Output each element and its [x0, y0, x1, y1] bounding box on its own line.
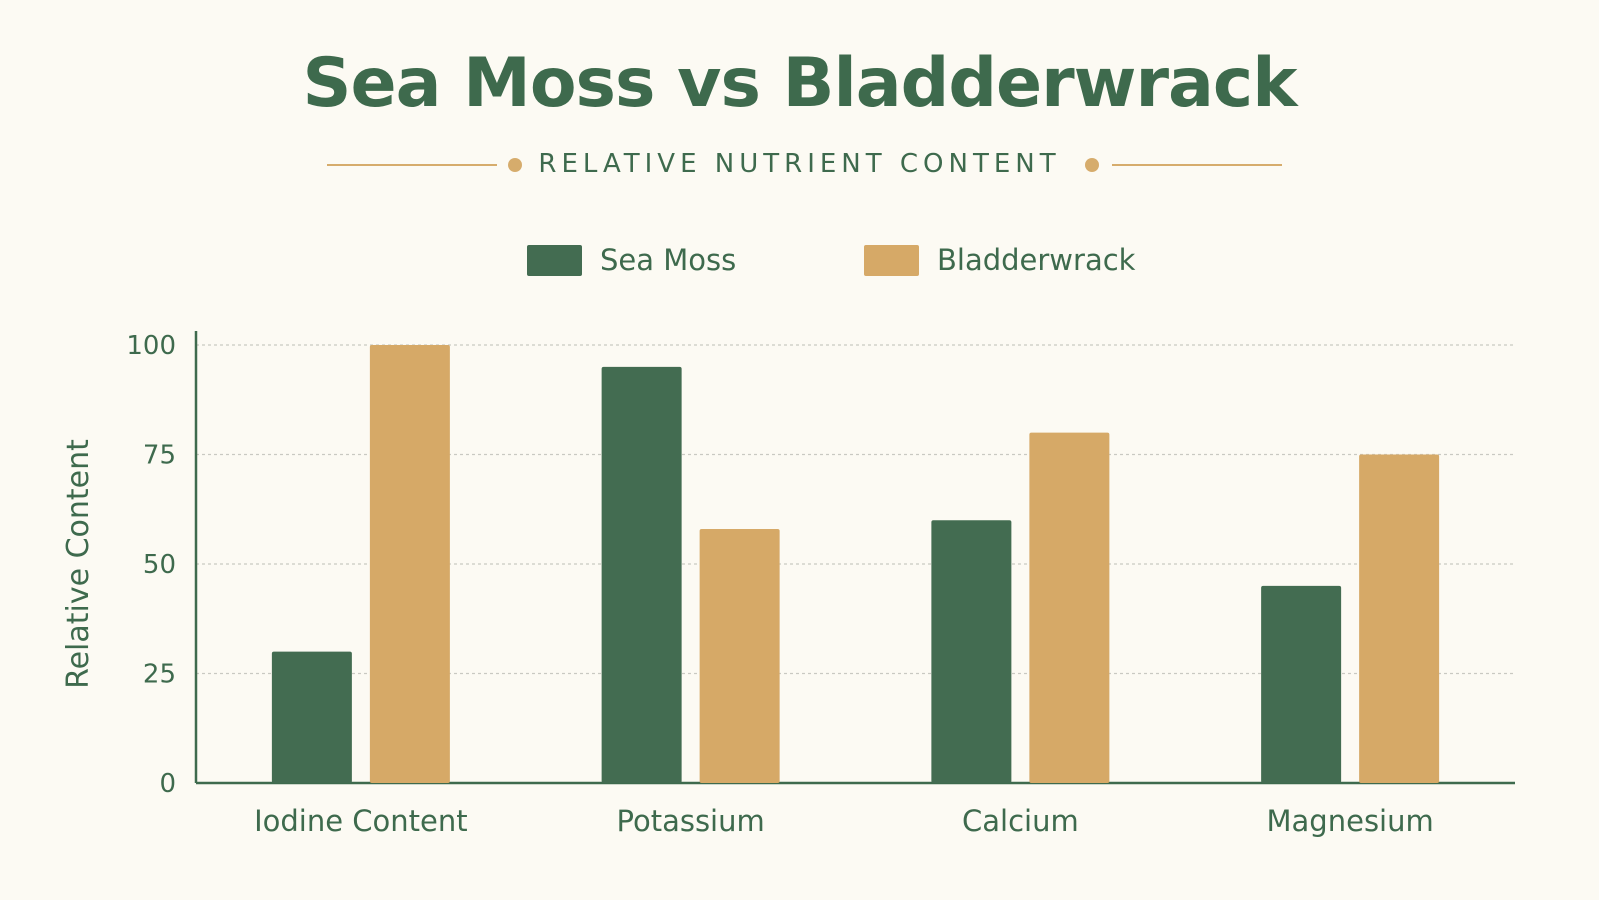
chart-title: Sea Moss vs Bladderwrack — [302, 44, 1298, 123]
subtitle-row: RELATIVE NUTRIENT CONTENT — [0, 145, 1599, 185]
legend-item-sea-moss: Sea Moss — [527, 240, 736, 280]
legend-label-sea-moss: Sea Moss — [600, 243, 737, 277]
subtitle-dot-right — [1085, 158, 1099, 172]
bar-bladderwrack-2 — [1029, 432, 1110, 783]
subtitle-rule-right — [1112, 164, 1282, 166]
bar-bladderwrack-3 — [1359, 454, 1440, 783]
legend-swatch-sea-moss — [527, 244, 582, 276]
x-category-label: Iodine Content — [254, 804, 468, 838]
bar-bladderwrack-1 — [699, 528, 780, 783]
legend-item-bladderwrack: Bladderwrack — [864, 240, 1135, 280]
bar-bladderwrack-0 — [369, 345, 450, 783]
bar-sea-moss-2 — [931, 520, 1012, 783]
y-tick-label: 0 — [159, 769, 176, 799]
y-tick-label: 25 — [143, 660, 176, 690]
x-category-label: Calcium — [962, 804, 1079, 838]
legend: Sea Moss Bladderwrack — [0, 240, 1599, 280]
y-tick-label: 75 — [143, 441, 176, 471]
chart-subtitle: RELATIVE NUTRIENT CONTENT — [538, 149, 1061, 179]
y-tick-label: 50 — [143, 550, 176, 580]
bar-sea-moss-3 — [1261, 585, 1342, 783]
bar-sea-moss-0 — [271, 651, 352, 783]
legend-swatch-bladderwrack — [864, 244, 919, 276]
y-tick-label: 100 — [126, 331, 176, 361]
x-category-label: Potassium — [617, 804, 765, 838]
legend-label-bladderwrack: Bladderwrack — [937, 243, 1136, 277]
x-category-label: Magnesium — [1267, 804, 1434, 838]
subtitle-rule-left — [327, 164, 497, 166]
subtitle-dot-left — [508, 158, 522, 172]
y-axis-title: Relative Content — [61, 439, 96, 689]
bar-sea-moss-1 — [601, 366, 682, 783]
